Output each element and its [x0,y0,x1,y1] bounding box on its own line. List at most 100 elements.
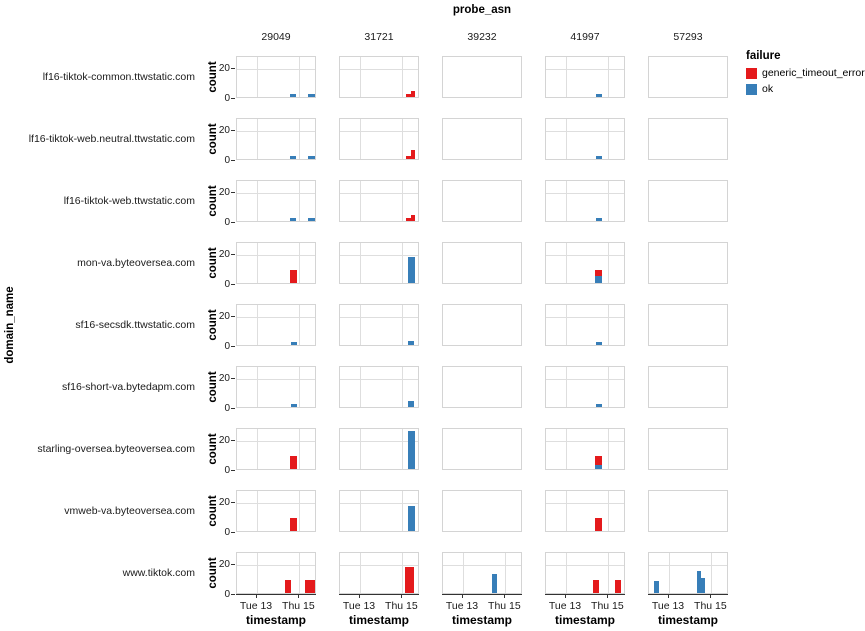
gridline-vertical [607,367,609,407]
bar [696,570,702,593]
gridline-vertical [607,429,609,469]
facet-panel [648,552,728,594]
bar-segment-generic_timeout_error [614,579,621,593]
facet-panel [442,552,522,594]
bar [406,218,411,221]
gridline-vertical [607,491,609,531]
bar [614,579,621,593]
gridline-vertical [607,553,609,593]
bar-segment-ok [408,340,415,345]
gridline-horizontal [237,317,315,319]
gridline-horizontal [546,131,624,133]
y-tick-mark [231,407,235,409]
y-tick-label: 0 [224,92,230,104]
bar-segment-generic_timeout_error [595,455,603,465]
bar [410,215,415,221]
gridline-vertical [401,367,403,407]
bar-segment-generic_timeout_error [305,579,316,593]
x-tick-mark [606,594,608,598]
column-header: 29049 [261,31,291,43]
x-tick-label: Thu 15 [488,600,521,612]
y-tick-label: 0 [224,588,230,600]
gridline-horizontal [237,193,315,195]
bar [596,218,602,221]
bar [290,517,298,531]
gridline-vertical [359,367,361,407]
x-tick-mark [667,594,669,598]
gridline-vertical [256,119,258,159]
row-label: mon-va.byteoversea.com [77,256,195,269]
x-tick-label: Tue 13 [445,600,479,612]
bar [289,156,297,159]
bar [654,581,659,593]
gridline-vertical [401,181,403,221]
gridline-vertical [565,553,567,593]
bar-segment-generic_timeout_error [404,566,414,593]
y-tick-mark [231,502,235,504]
x-axis-line [442,594,522,595]
legend-item: ok [746,83,865,95]
gridline-horizontal [340,503,418,505]
bar [308,218,315,221]
gridline-horizontal [237,131,315,133]
gridline-vertical [256,305,258,345]
bar-segment-generic_timeout_error [285,579,292,593]
row-label: www.tiktok.com [122,566,195,579]
facet-panel [442,180,522,222]
facet-panel [339,366,419,408]
gridline-vertical [401,305,403,345]
legend-swatch-icon [746,67,757,79]
gridline-vertical [298,119,300,159]
facet-panel [545,56,625,98]
bar [596,156,602,159]
gridline-horizontal [237,255,315,257]
gridline-horizontal [237,379,315,381]
gridline-vertical [607,181,609,221]
legend-item-label: ok [762,83,774,95]
bar-segment-generic_timeout_error [410,91,415,97]
facet-panel [442,56,522,98]
bar [408,401,415,407]
x-tick-label: Tue 13 [239,600,273,612]
gridline-horizontal [340,255,418,257]
bar-segment-generic_timeout_error [290,455,298,469]
gridline-vertical [565,57,567,97]
bar-segment-ok [289,156,297,159]
x-tick-mark [503,594,505,598]
facet-panel [236,56,316,98]
bar-segment-ok [696,570,702,593]
y-tick-mark [231,254,235,256]
facet-panel [648,118,728,160]
legend-swatch-icon [746,83,757,95]
y-tick-mark [231,159,235,161]
y-tick-label: 20 [218,187,230,199]
bar [290,269,298,283]
gridline-horizontal [340,441,418,443]
y-tick-mark [231,316,235,318]
gridline-vertical [668,553,670,593]
bar-segment-ok [407,430,415,469]
y-tick-mark [231,564,235,566]
facet-panel [545,304,625,346]
bar-segment-ok [308,218,315,221]
x-axis-title: timestamp [554,613,616,627]
bar-segment-ok [492,573,497,593]
facet-panel [339,428,419,470]
bar [596,94,602,97]
bar-segment-ok [595,464,603,469]
gridline-horizontal [546,441,624,443]
bar-segment-generic_timeout_error [595,517,603,531]
facet-panel [339,242,419,284]
x-axis-line [236,594,316,595]
gridline-vertical [359,243,361,283]
gridline-vertical [401,491,403,531]
gridline-horizontal [340,69,418,71]
gridline-horizontal [340,565,418,567]
y-tick-label: 0 [224,340,230,352]
x-tick-mark [709,594,711,598]
bar [408,340,415,345]
x-tick-label: Thu 15 [282,600,315,612]
gridline-horizontal [340,131,418,133]
bar-segment-ok [408,401,415,407]
column-facet-title: probe_asn [452,4,512,16]
